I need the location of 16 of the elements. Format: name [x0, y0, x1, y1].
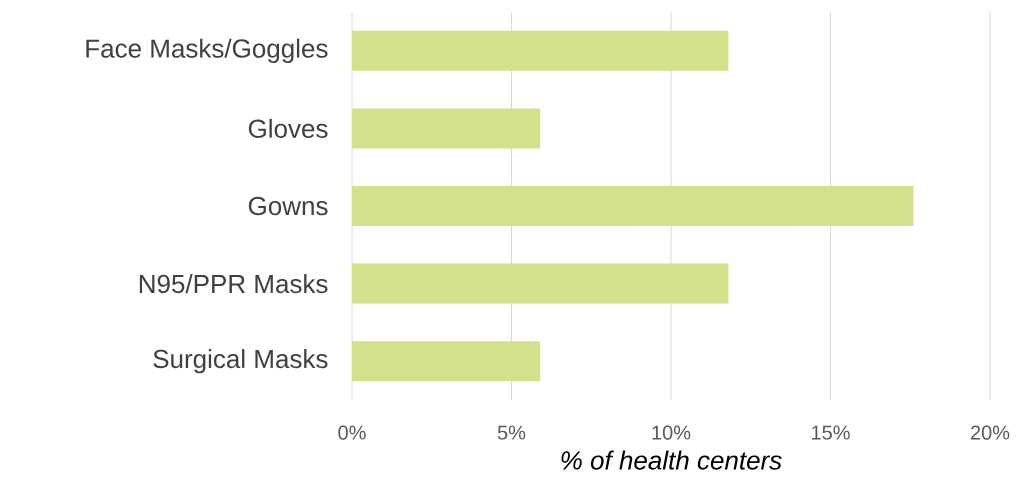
x-axis-title: % of health centers [561, 450, 782, 470]
x-tick-label: 5% [497, 425, 526, 440]
bar [352, 263, 729, 304]
y-tick-label: Surgical Masks [153, 349, 328, 374]
bar [352, 108, 541, 149]
x-tick-label: 0% [338, 425, 366, 440]
x-tick-label: 10% [652, 425, 691, 440]
y-tick-label: Gowns [248, 196, 328, 216]
bar [352, 186, 914, 227]
y-tick-label: Face Masks/Goggles [86, 38, 328, 63]
bar [352, 30, 729, 71]
y-tick-label: N95/PPR Masks [139, 274, 328, 294]
x-tick-label: 20% [970, 425, 1010, 440]
bar [352, 341, 541, 382]
x-tick-label: 15% [812, 425, 850, 440]
y-tick-label: Gloves [248, 118, 328, 138]
